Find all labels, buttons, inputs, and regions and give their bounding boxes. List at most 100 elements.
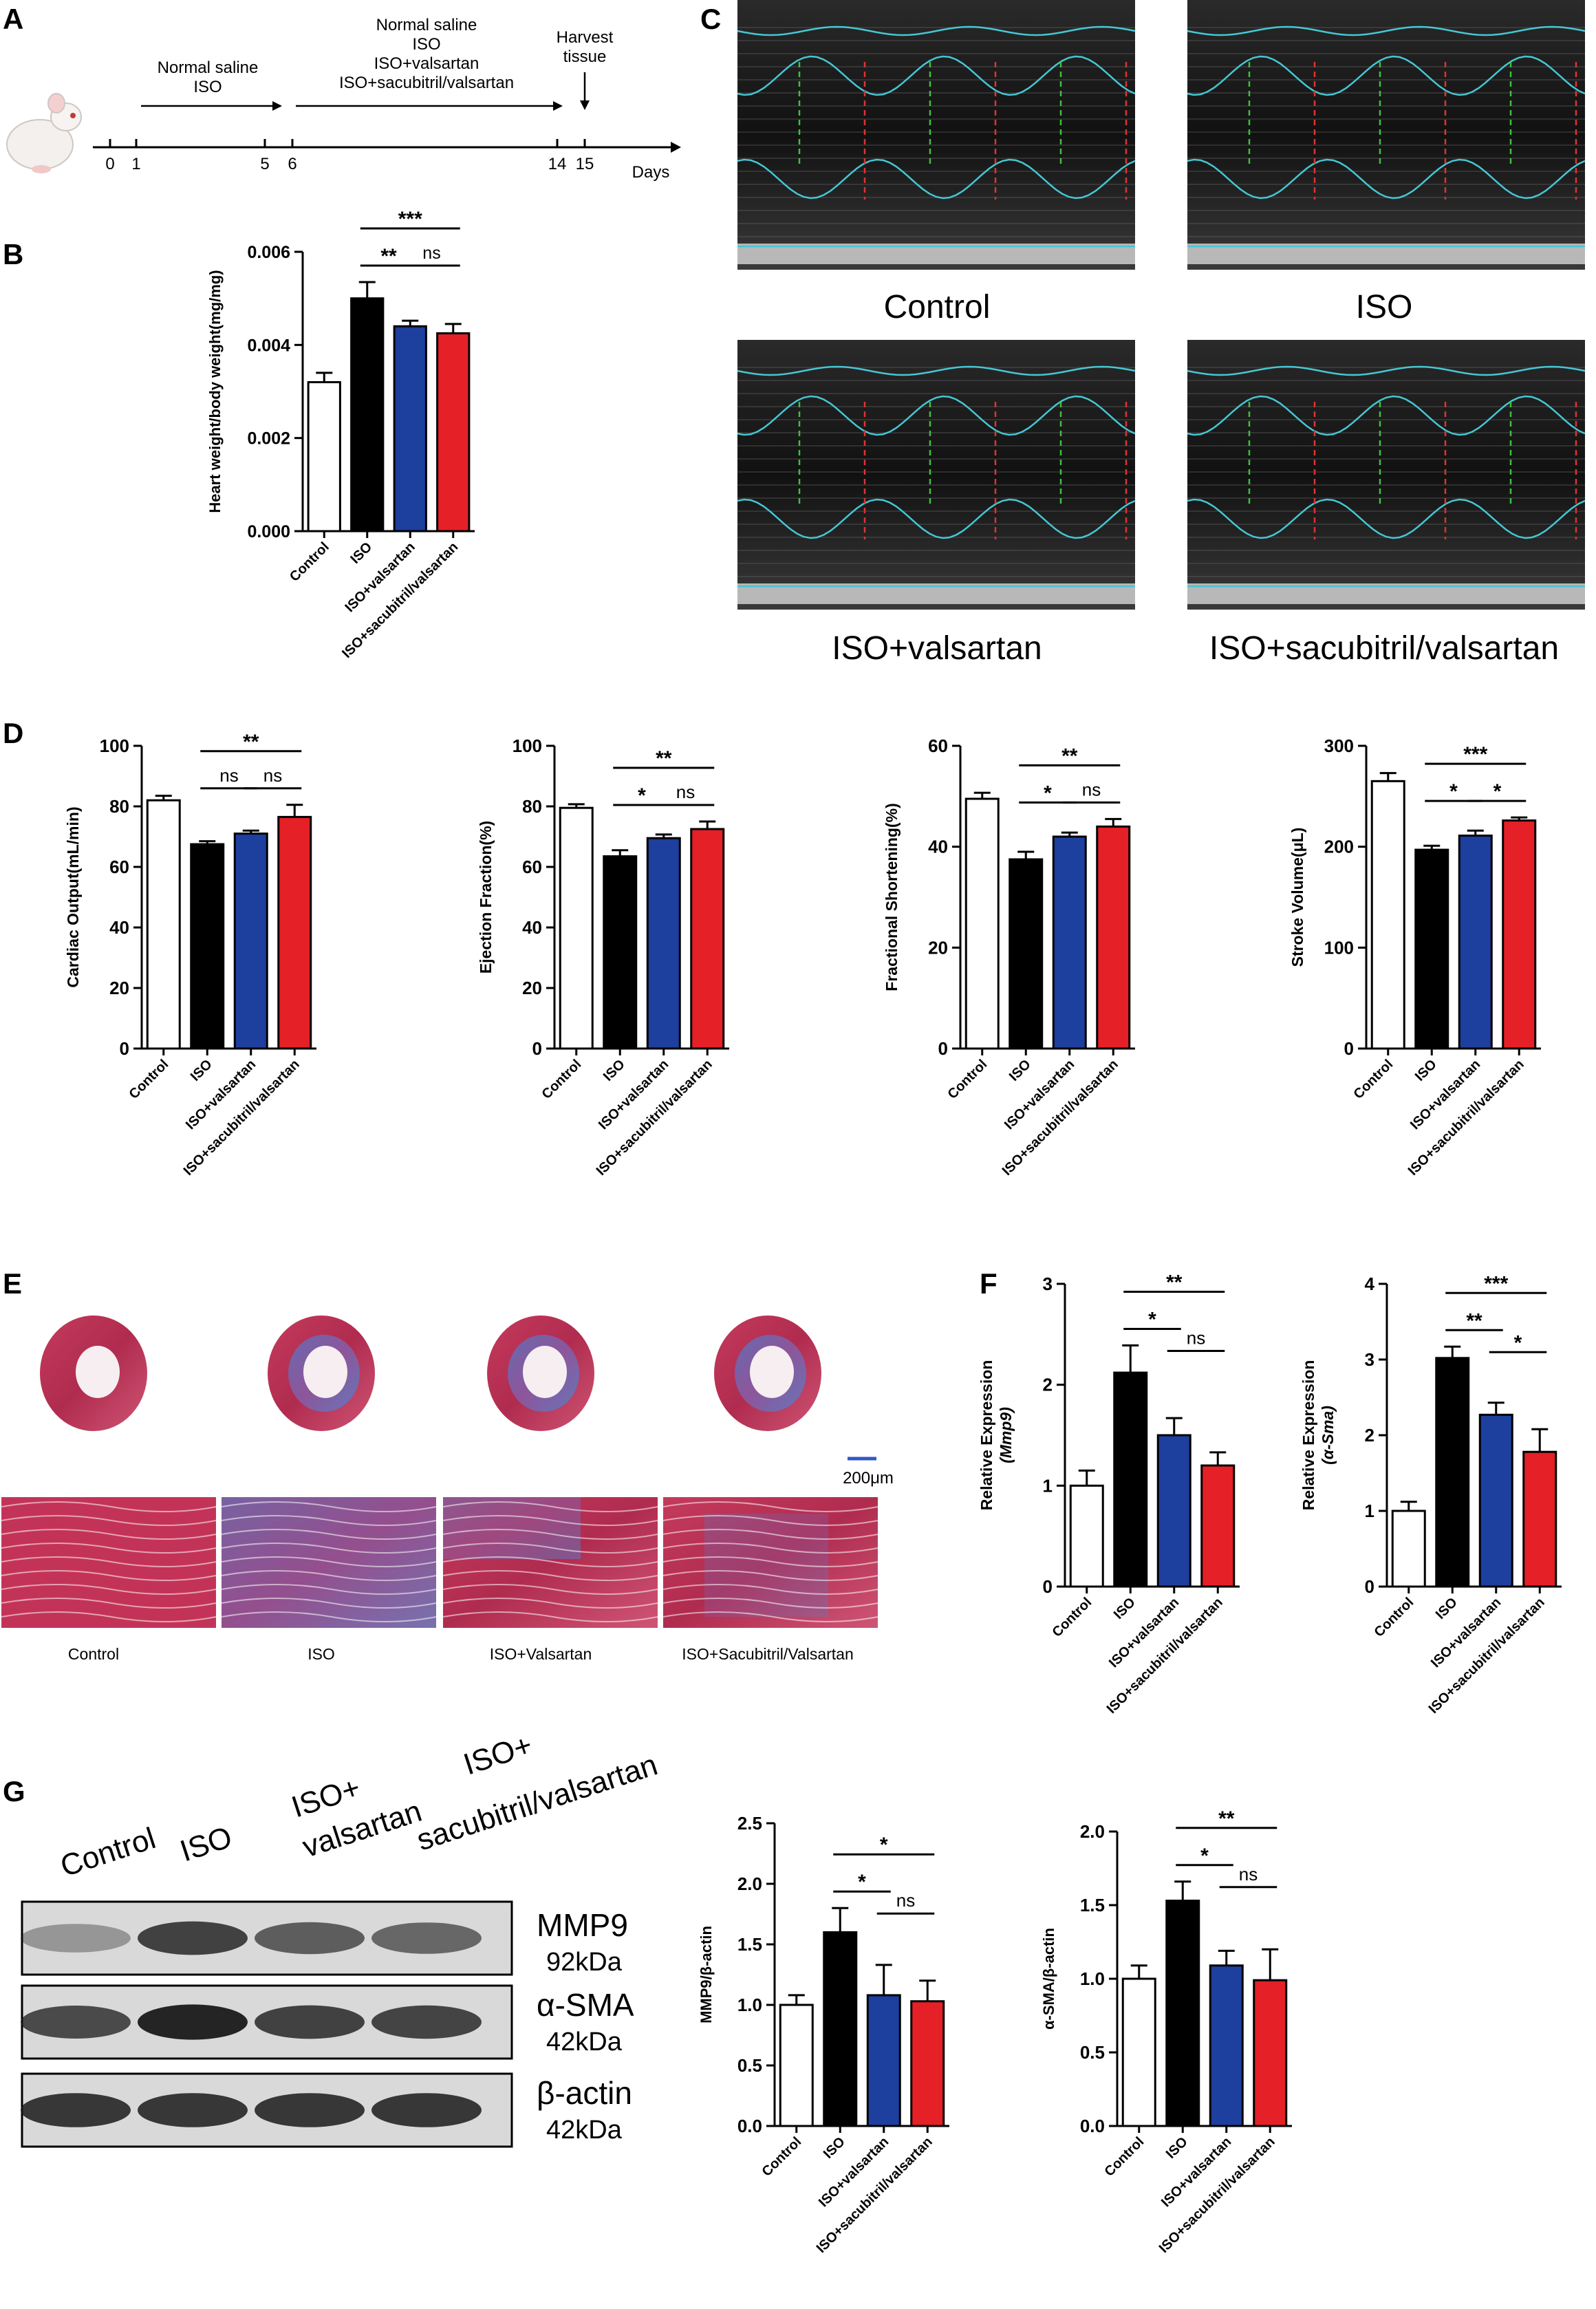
bar — [823, 1931, 858, 2127]
x-tick-label: Control — [1350, 1057, 1396, 1102]
significance-label: ** — [1466, 1309, 1482, 1332]
timeline-tick-label: 5 — [260, 155, 269, 173]
echo-label-control: Control — [884, 289, 991, 325]
histology-image — [221, 1497, 437, 1628]
significance-label: * — [1493, 780, 1502, 803]
y-axis-label: Cardiac Output(mL/min) — [64, 806, 82, 987]
y-tick-label: 0 — [1344, 1038, 1354, 1059]
y-tick-label: 1 — [1365, 1501, 1374, 1521]
scale-bar-label: 200μm — [843, 1469, 894, 1488]
y-tick-label: 200 — [1324, 837, 1354, 857]
y-tick-label: 40 — [522, 917, 542, 938]
y-axis-label-gene: (Mmp9) — [997, 1407, 1015, 1463]
significance-label: ns — [1187, 1327, 1205, 1348]
bar — [1370, 780, 1405, 1050]
significance-label: ns — [1082, 779, 1101, 799]
bar — [233, 833, 268, 1050]
y-tick-label: 80 — [109, 796, 129, 817]
y-tick-label: 40 — [109, 917, 129, 938]
bar — [436, 332, 471, 533]
echo-image — [737, 340, 1136, 610]
bar — [1414, 848, 1449, 1050]
histology-image — [442, 1497, 658, 1628]
group2-line-4: ISO+sacubitril/valsartan — [339, 74, 514, 92]
y-axis-label: Fractional Shortening(%) — [883, 803, 901, 991]
y-tick-label: 2 — [1043, 1375, 1053, 1395]
y-tick-label: 80 — [522, 796, 542, 817]
y-tick-label: 1.5 — [1080, 1895, 1105, 1915]
y-tick-label: 0.000 — [247, 522, 290, 541]
significance-label: ns — [219, 765, 238, 786]
timeline-unit: Days — [632, 163, 670, 182]
significance-label: ns — [1239, 1864, 1258, 1884]
blot-band — [21, 2093, 131, 2127]
panel-letter-b: B — [3, 238, 23, 270]
y-axis-label: Stroke Volume(μL) — [1288, 828, 1306, 967]
blot-band — [255, 2093, 365, 2127]
y-axis-label: Relative Expression — [978, 1360, 995, 1511]
significance-label: ** — [1061, 744, 1078, 767]
significance-label: * — [1200, 1845, 1209, 1867]
bar — [1522, 1450, 1557, 1588]
y-tick-label: 0.0 — [737, 2116, 762, 2136]
blot-band — [21, 1924, 131, 1953]
bar — [866, 1994, 901, 2127]
significance-label: ** — [656, 747, 672, 770]
timeline-tick-label: 6 — [288, 155, 296, 173]
x-tick-label: Control — [759, 2134, 804, 2180]
lane-label-sacubitril-2: sacubitril/valsartan — [413, 1748, 662, 1857]
bar — [964, 797, 1000, 1050]
y-tick-label: 100 — [1324, 937, 1354, 958]
band-size-bactin: 42kDa — [546, 2116, 623, 2145]
significance-label: ** — [1218, 1807, 1235, 1830]
echo-image — [1187, 0, 1586, 270]
panel-a-timeline: 0 1 5 6 14 15 Days Normal saline ISO Normal s… — [6, 16, 681, 182]
bar — [1156, 1434, 1191, 1588]
heart-section — [40, 1315, 147, 1431]
y-tick-label: 2 — [1365, 1425, 1374, 1446]
mouse-illustration — [6, 93, 82, 173]
blot-band — [21, 2006, 131, 2039]
y-tick-label: 2.0 — [737, 1873, 762, 1894]
echo-label-iso: ISO — [1356, 289, 1413, 325]
harvest-line-1: Harvest — [557, 28, 614, 47]
histo-label-control: Control — [68, 1645, 119, 1663]
bar — [1113, 1371, 1148, 1588]
timeline-tick-label: 0 — [105, 155, 114, 173]
y-axis-label: MMP9/β-actin — [698, 1926, 715, 2023]
significance-label: * — [880, 1834, 888, 1856]
y-tick-label: 20 — [928, 937, 948, 958]
significance-label: ns — [896, 1890, 915, 1911]
echo-image — [737, 0, 1136, 270]
band-name-mmp9: MMP9 — [537, 1907, 628, 1943]
bar — [1096, 825, 1131, 1050]
band-name-bactin: β-actin — [537, 2075, 632, 2111]
y-tick-label: 0.0 — [1080, 2116, 1105, 2136]
bar-chart-d3: 0 20 40 60 Fractional Shortening(%) Control IS… — [883, 735, 1135, 1179]
x-tick-label: ISO — [1006, 1057, 1034, 1084]
y-tick-label: 0 — [938, 1038, 948, 1059]
bar — [1209, 1964, 1244, 2127]
blot-band — [371, 2005, 482, 2039]
panel-g-western: Control ISO ISO+ valsartan ISO+ sacubitr… — [21, 1728, 662, 2148]
x-tick-label: ISO — [1163, 2134, 1191, 2162]
bar — [146, 799, 181, 1050]
significance-label: * — [1148, 1308, 1156, 1331]
panel-letter-a: A — [3, 3, 23, 35]
significance-label: ns — [422, 244, 440, 263]
x-tick-label: ISO — [1412, 1057, 1440, 1084]
blot-band — [371, 2093, 482, 2127]
bar — [307, 380, 341, 533]
timeline-tick-label: 1 — [131, 155, 140, 173]
lane-label-sacubitril-1: ISO+ — [460, 1728, 537, 1782]
bar — [779, 2004, 814, 2127]
significance-label: *** — [1484, 1272, 1508, 1295]
panel-letter-f: F — [980, 1267, 998, 1300]
y-tick-label: 100 — [100, 735, 129, 756]
histo-label-valsartan: ISO+Valsartan — [490, 1645, 592, 1663]
blot-strip — [21, 1984, 513, 2060]
panel-letter-c: C — [700, 3, 721, 35]
panel-letter-g: G — [3, 1775, 25, 1807]
